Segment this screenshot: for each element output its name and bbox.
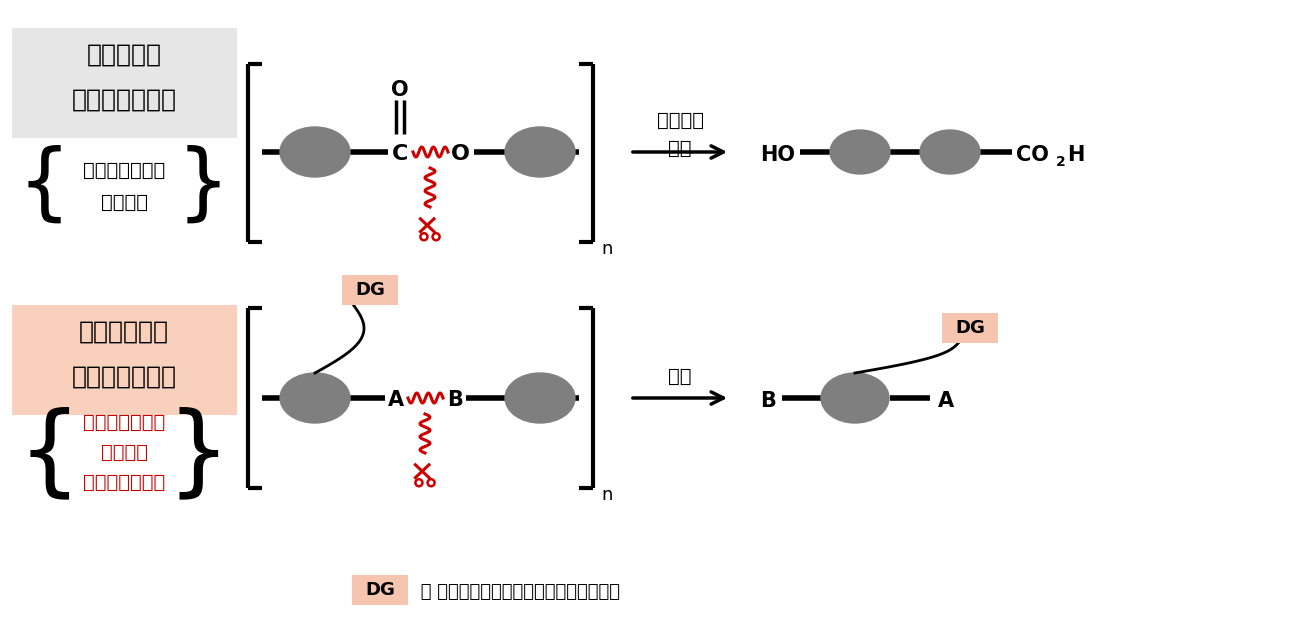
Text: {: { <box>18 144 72 225</box>
Text: 酸または: 酸または <box>656 111 703 129</box>
FancyBboxPatch shape <box>942 313 998 343</box>
Text: DG: DG <box>956 319 985 337</box>
Text: DG: DG <box>355 281 385 299</box>
FancyBboxPatch shape <box>12 28 237 138</box>
Text: O: O <box>451 144 469 164</box>
Text: 新しいポリマー: 新しいポリマー <box>72 365 177 389</box>
FancyBboxPatch shape <box>12 305 237 415</box>
Ellipse shape <box>504 127 575 177</box>
Text: DG: DG <box>365 581 395 599</box>
Text: CO: CO <box>1017 145 1049 165</box>
Text: からなる: からなる <box>100 193 147 212</box>
Text: A: A <box>939 391 954 411</box>
Ellipse shape <box>829 130 890 174</box>
Text: HO: HO <box>760 145 796 165</box>
FancyBboxPatch shape <box>342 275 398 305</box>
Text: これまでの: これまでの <box>87 43 161 67</box>
Text: 高性能ポリマー: 高性能ポリマー <box>83 472 165 492</box>
Text: 主鎖が強い結合: 主鎖が強い結合 <box>83 413 165 431</box>
Text: からなる: からなる <box>100 443 147 462</box>
Ellipse shape <box>280 127 350 177</box>
Ellipse shape <box>822 373 889 423</box>
Text: C: C <box>391 144 408 164</box>
Ellipse shape <box>280 373 350 423</box>
Ellipse shape <box>920 130 980 174</box>
Text: B: B <box>760 391 776 411</box>
Text: A: A <box>387 390 404 410</box>
Text: n: n <box>601 240 612 258</box>
Ellipse shape <box>504 373 575 423</box>
Text: 主鎖が弱い結合: 主鎖が弱い結合 <box>83 161 165 180</box>
Text: H: H <box>1067 145 1084 165</box>
Text: }: } <box>166 406 230 504</box>
Text: 今回開発した: 今回開発した <box>79 320 169 344</box>
Text: B: B <box>447 390 463 410</box>
Text: }: } <box>177 144 230 225</box>
Text: {: { <box>18 406 82 504</box>
Text: n: n <box>601 486 612 504</box>
Text: 触媒: 触媒 <box>668 367 692 386</box>
Text: ＝ 配向基：触媒を反応点に近づける役割: ＝ 配向基：触媒を反応点に近づける役割 <box>415 583 620 601</box>
Text: 分解性ポリマー: 分解性ポリマー <box>72 88 177 112</box>
Text: 2: 2 <box>1056 155 1066 169</box>
Text: O: O <box>391 80 408 100</box>
FancyBboxPatch shape <box>352 575 408 605</box>
Text: 塩基: 塩基 <box>668 139 692 158</box>
